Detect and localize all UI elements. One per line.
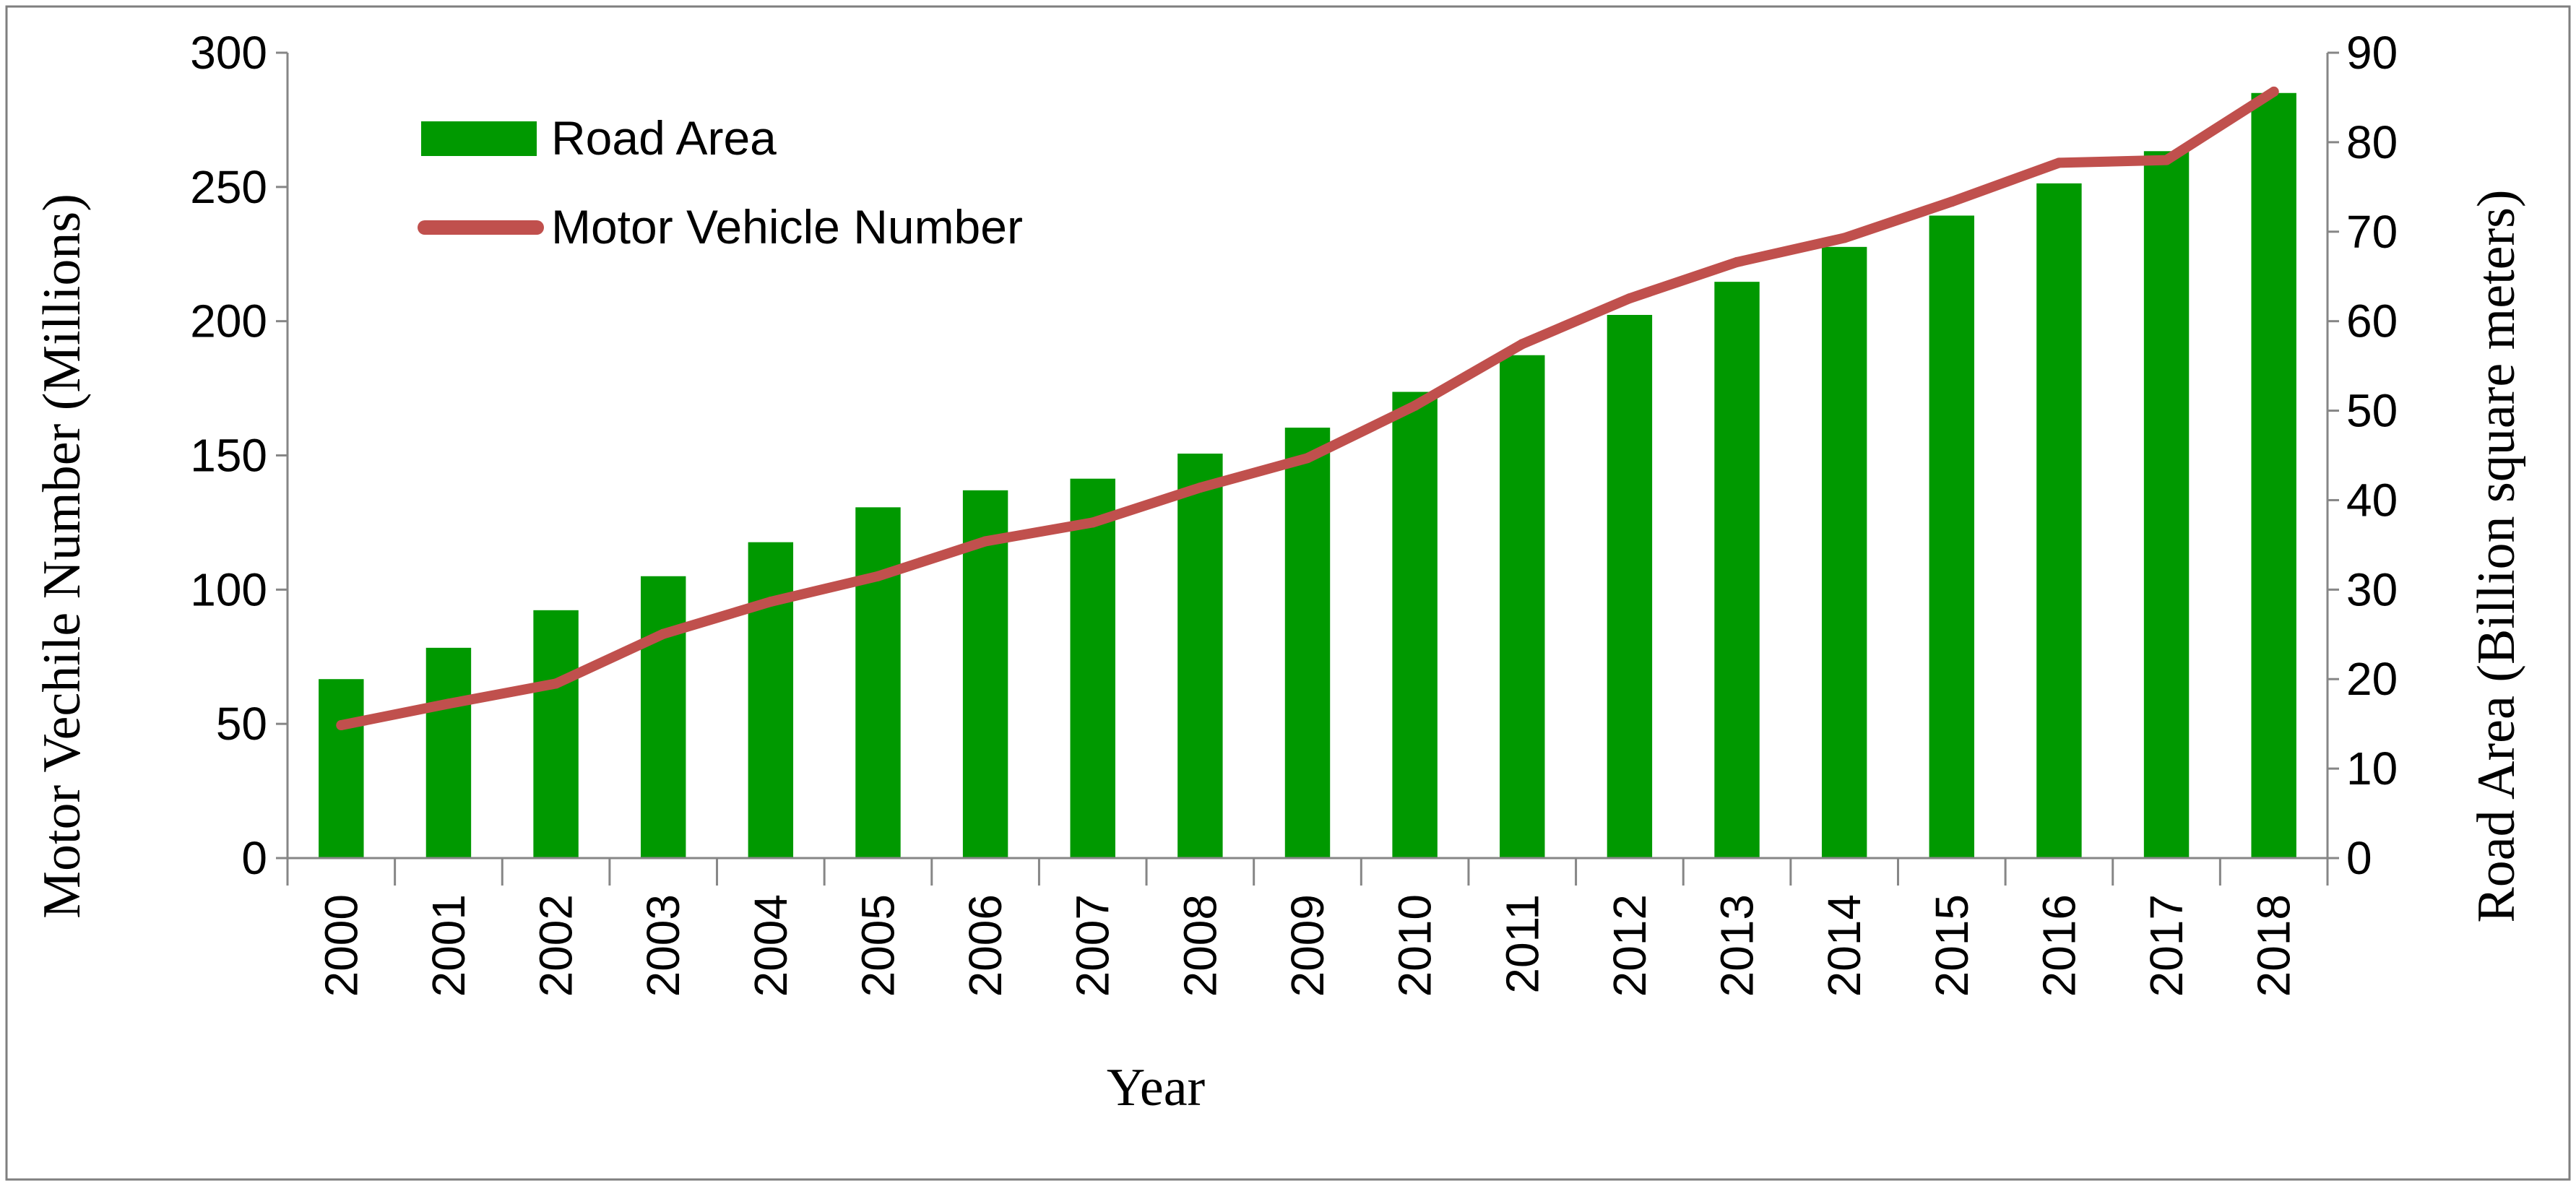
point-motor-vehicle-2001 [443,698,454,709]
x-tick-label: 2013 [1711,894,1763,997]
x-tick-label: 2010 [1389,894,1441,997]
x-tick-label: 2016 [2033,894,2085,997]
x-tick-label: 2004 [745,894,797,997]
y-right-tick-label: 20 [2346,653,2398,705]
x-tick-label: 2002 [530,894,582,997]
point-motor-vehicle-2003 [658,628,669,639]
point-motor-vehicle-2010 [1409,400,1420,411]
y-left-tick-label: 50 [216,698,267,750]
legend-swatch-road-area [421,121,537,156]
bar-road-area-2005 [855,507,901,858]
x-tick-label: 2006 [959,894,1011,997]
y-axis-right-title: Road Area (Billion square meters) [2467,189,2526,922]
x-axis-title: Year [1107,1058,1205,1117]
y-right-tick-label: 80 [2346,116,2398,168]
x-tick-label: 2001 [423,894,475,997]
bar-road-area-2018 [2251,92,2296,858]
x-tick-label: 2015 [1926,894,1978,997]
y-right-tick-label: 60 [2346,295,2398,347]
bar-road-area-2014 [1821,246,1867,859]
point-motor-vehicle-2013 [1732,256,1742,267]
point-motor-vehicle-2012 [1624,293,1635,304]
bar-road-area-2012 [1607,314,1653,858]
y-left-tick-label: 300 [190,27,267,79]
point-motor-vehicle-2006 [980,536,991,547]
y-right-tick-label: 30 [2346,563,2398,615]
bar-road-area-2011 [1500,355,1545,858]
y-right-tick-label: 10 [2346,743,2398,795]
legend-label-motor-vehicle: Motor Vehicle Number [551,200,1023,254]
y-right-tick-label: 0 [2346,832,2372,884]
bar-road-area-2008 [1177,454,1223,858]
x-tick-label: 2000 [315,894,367,997]
bar-road-area-2004 [748,542,794,858]
y-axis-left-title: Motor Vechile Number (Millions) [33,194,92,919]
point-motor-vehicle-2018 [2268,86,2279,97]
x-tick-label: 2011 [1496,894,1548,994]
x-tick-label: 2007 [1067,894,1119,997]
point-motor-vehicle-2007 [1087,517,1098,528]
bar-road-area-2015 [1929,215,1975,858]
y-left-tick-label: 0 [241,832,267,884]
bar-road-area-2007 [1070,478,1115,858]
y-right-tick-label: 50 [2346,385,2398,437]
point-motor-vehicle-2008 [1195,482,1206,493]
legend-label-road-area: Road Area [551,111,777,165]
x-tick-label: 2014 [1818,894,1870,997]
x-tick-label: 2005 [852,894,904,997]
point-motor-vehicle-2005 [873,571,883,581]
y-right-tick-label: 90 [2346,27,2398,79]
y-right-tick-label: 40 [2346,474,2398,526]
point-motor-vehicle-2014 [1839,233,1850,243]
y-left-tick-label: 100 [190,563,267,615]
x-tick-label: 2018 [2248,894,2300,997]
y-left-tick-label: 150 [190,430,267,482]
point-motor-vehicle-2015 [1946,196,1957,207]
point-motor-vehicle-2000 [336,720,347,731]
x-tick-label: 2008 [1174,894,1226,997]
bar-road-area-2006 [962,490,1008,858]
bar-road-area-2016 [2036,183,2082,858]
x-tick-label: 2012 [1604,894,1656,997]
point-motor-vehicle-2002 [550,678,561,689]
bar-road-area-2001 [425,647,472,858]
y-right-tick-label: 70 [2346,206,2398,258]
bar-road-area-2000 [319,679,364,858]
bar-road-area-2017 [2143,151,2190,858]
bar-road-area-2010 [1392,391,1438,858]
point-motor-vehicle-2016 [2054,157,2065,168]
point-motor-vehicle-2009 [1302,453,1313,464]
bar-road-area-2003 [640,576,686,858]
legend: Road Area Motor Vehicle Number [418,111,1023,254]
y-left-tick-label: 200 [190,295,267,347]
point-motor-vehicle-2017 [2161,155,2172,165]
bar-road-area-2002 [533,610,579,858]
x-tick-label: 2009 [1281,894,1334,997]
point-motor-vehicle-2011 [1517,339,1528,350]
x-tick-label: 2017 [2140,894,2192,997]
y-left-tick-label: 250 [190,161,267,213]
x-tick-label: 2003 [637,894,689,997]
bar-road-area-2009 [1284,428,1331,858]
bar-road-area-2013 [1714,282,1760,859]
point-motor-vehicle-2004 [765,597,776,607]
